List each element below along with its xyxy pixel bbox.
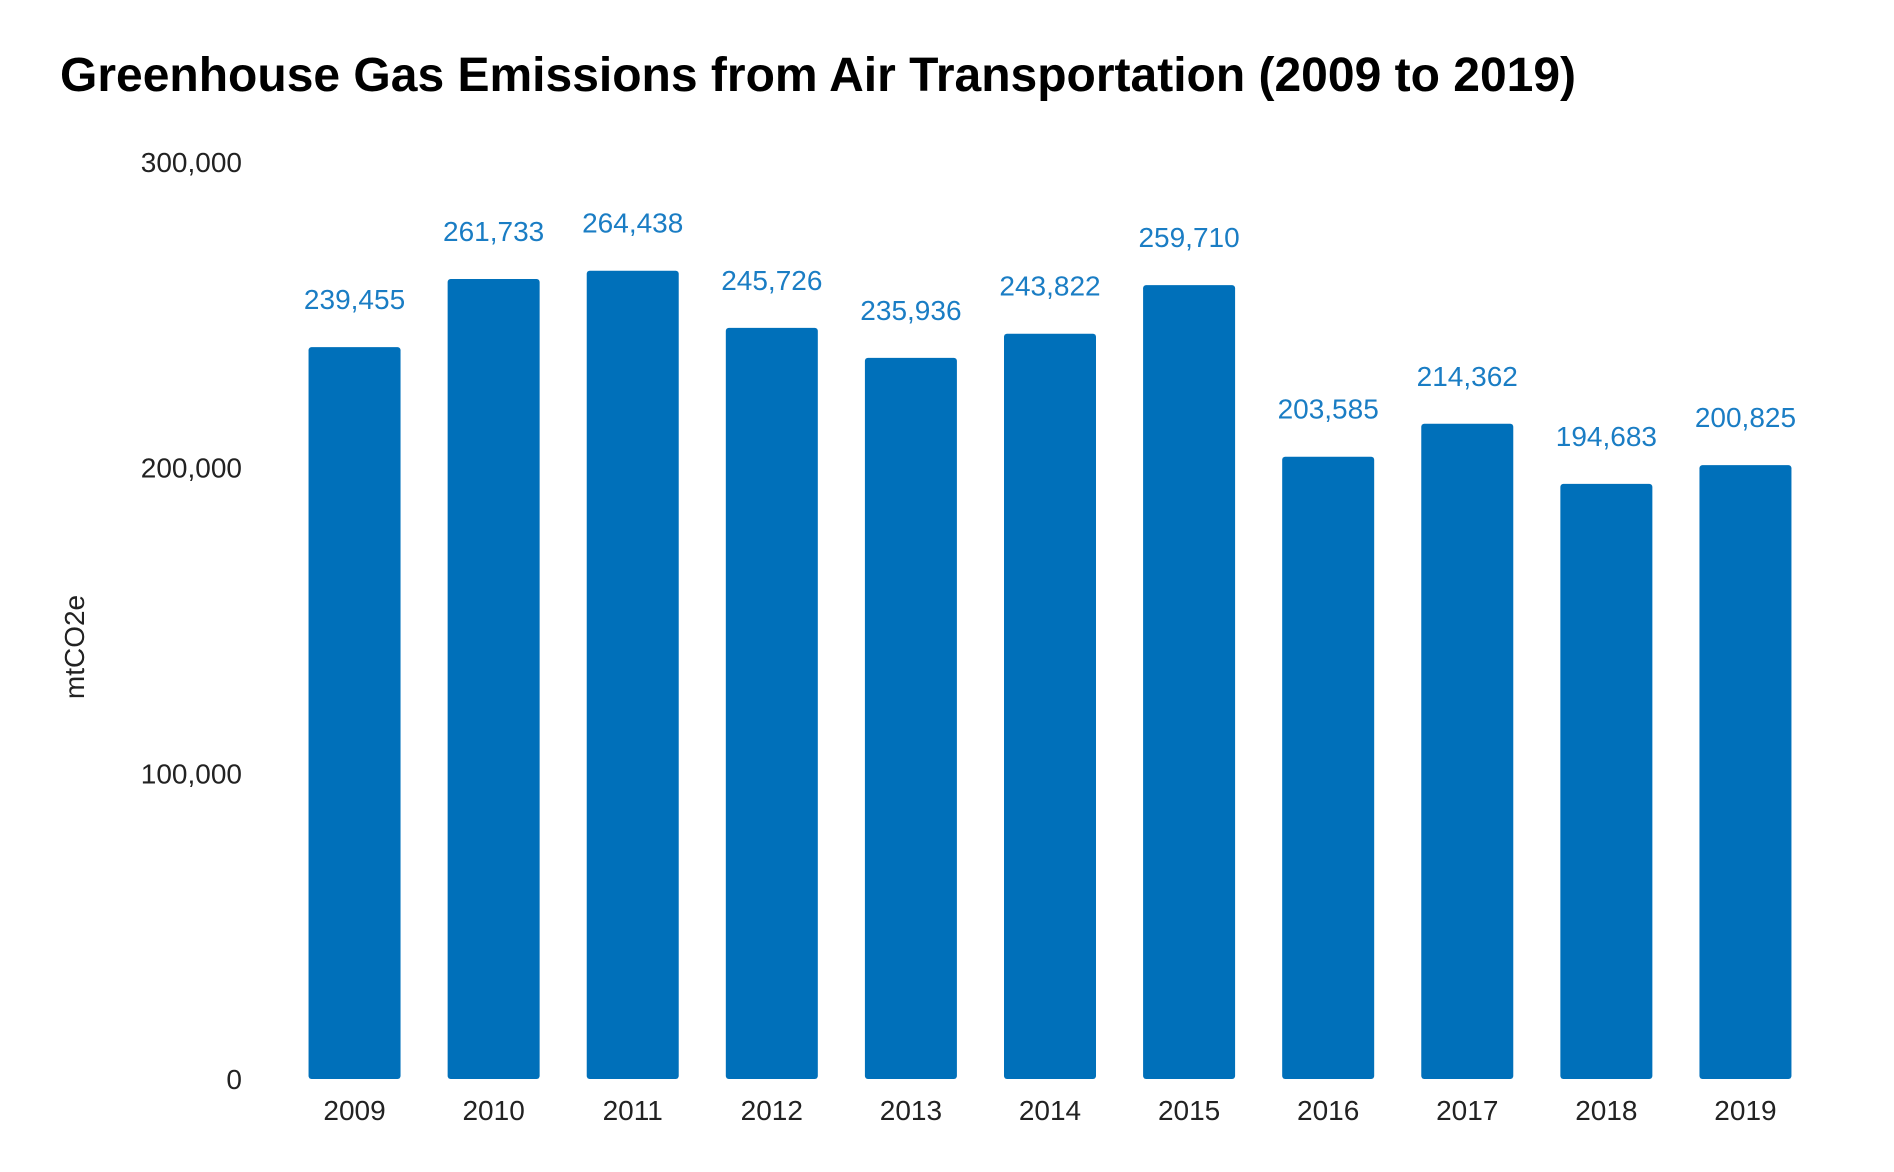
bar-2014 bbox=[1004, 333, 1096, 1079]
bar-2009 bbox=[308, 347, 401, 1079]
x-tick-label-2011: 2011 bbox=[603, 1095, 663, 1126]
x-tick-label-2014: 2014 bbox=[1019, 1095, 1081, 1126]
value-labels: 239,455 261,733 264,438 245,726 235,936 243,8… bbox=[304, 208, 1796, 452]
y-tick-label: 200,000 bbox=[141, 453, 242, 484]
value-label-2009: 239,455 bbox=[304, 284, 405, 315]
x-tick-label-2019: 2019 bbox=[1714, 1095, 1776, 1126]
bar-2019 bbox=[1699, 465, 1792, 1080]
x-tick-label-2012: 2012 bbox=[741, 1095, 803, 1126]
bar-2010 bbox=[447, 278, 540, 1079]
bar-2017 bbox=[1421, 423, 1514, 1079]
bar-2012 bbox=[725, 327, 818, 1079]
value-label-2010: 261,733 bbox=[443, 216, 544, 247]
y-axis-label: mtCO2e bbox=[59, 595, 90, 699]
bar-2013 bbox=[864, 357, 957, 1080]
x-tick-label-2016: 2016 bbox=[1297, 1095, 1359, 1126]
bar-2011 bbox=[586, 270, 679, 1079]
y-tick-label: 0 bbox=[226, 1064, 242, 1095]
value-label-2015: 259,710 bbox=[1138, 222, 1239, 253]
x-tick-label-2010: 2010 bbox=[462, 1095, 524, 1126]
value-label-2016: 203,585 bbox=[1278, 394, 1379, 425]
x-axis-ticks: 2009 2010 2011 2012 2013 2014 2015 2016 2017 2018… bbox=[323, 1095, 1776, 1126]
chart-title: Greenhouse Gas Emissions from Air Transp… bbox=[60, 49, 1577, 102]
value-label-2011: 264,438 bbox=[582, 208, 683, 239]
value-label-2013: 235,936 bbox=[860, 295, 961, 326]
bar-2016 bbox=[1282, 456, 1375, 1080]
value-label-2018: 194,683 bbox=[1556, 421, 1657, 452]
bars bbox=[308, 270, 1792, 1080]
x-tick-label-2017: 2017 bbox=[1436, 1095, 1498, 1126]
value-label-2012: 245,726 bbox=[721, 265, 822, 296]
value-label-2019: 200,825 bbox=[1695, 402, 1796, 433]
x-tick-label-2018: 2018 bbox=[1575, 1095, 1637, 1126]
x-tick-label-2015: 2015 bbox=[1158, 1095, 1220, 1126]
y-tick-label: 100,000 bbox=[141, 758, 242, 789]
y-axis-ticks: 0 100,000 200,000 300,000 bbox=[141, 147, 242, 1095]
value-label-2014: 243,822 bbox=[999, 271, 1100, 302]
x-tick-label-2009: 2009 bbox=[323, 1095, 385, 1126]
x-tick-label-2013: 2013 bbox=[880, 1095, 942, 1126]
bar-2018 bbox=[1560, 483, 1653, 1080]
y-tick-label: 300,000 bbox=[141, 147, 242, 178]
bar-2015 bbox=[1143, 285, 1236, 1080]
value-label-2017: 214,362 bbox=[1417, 361, 1518, 392]
